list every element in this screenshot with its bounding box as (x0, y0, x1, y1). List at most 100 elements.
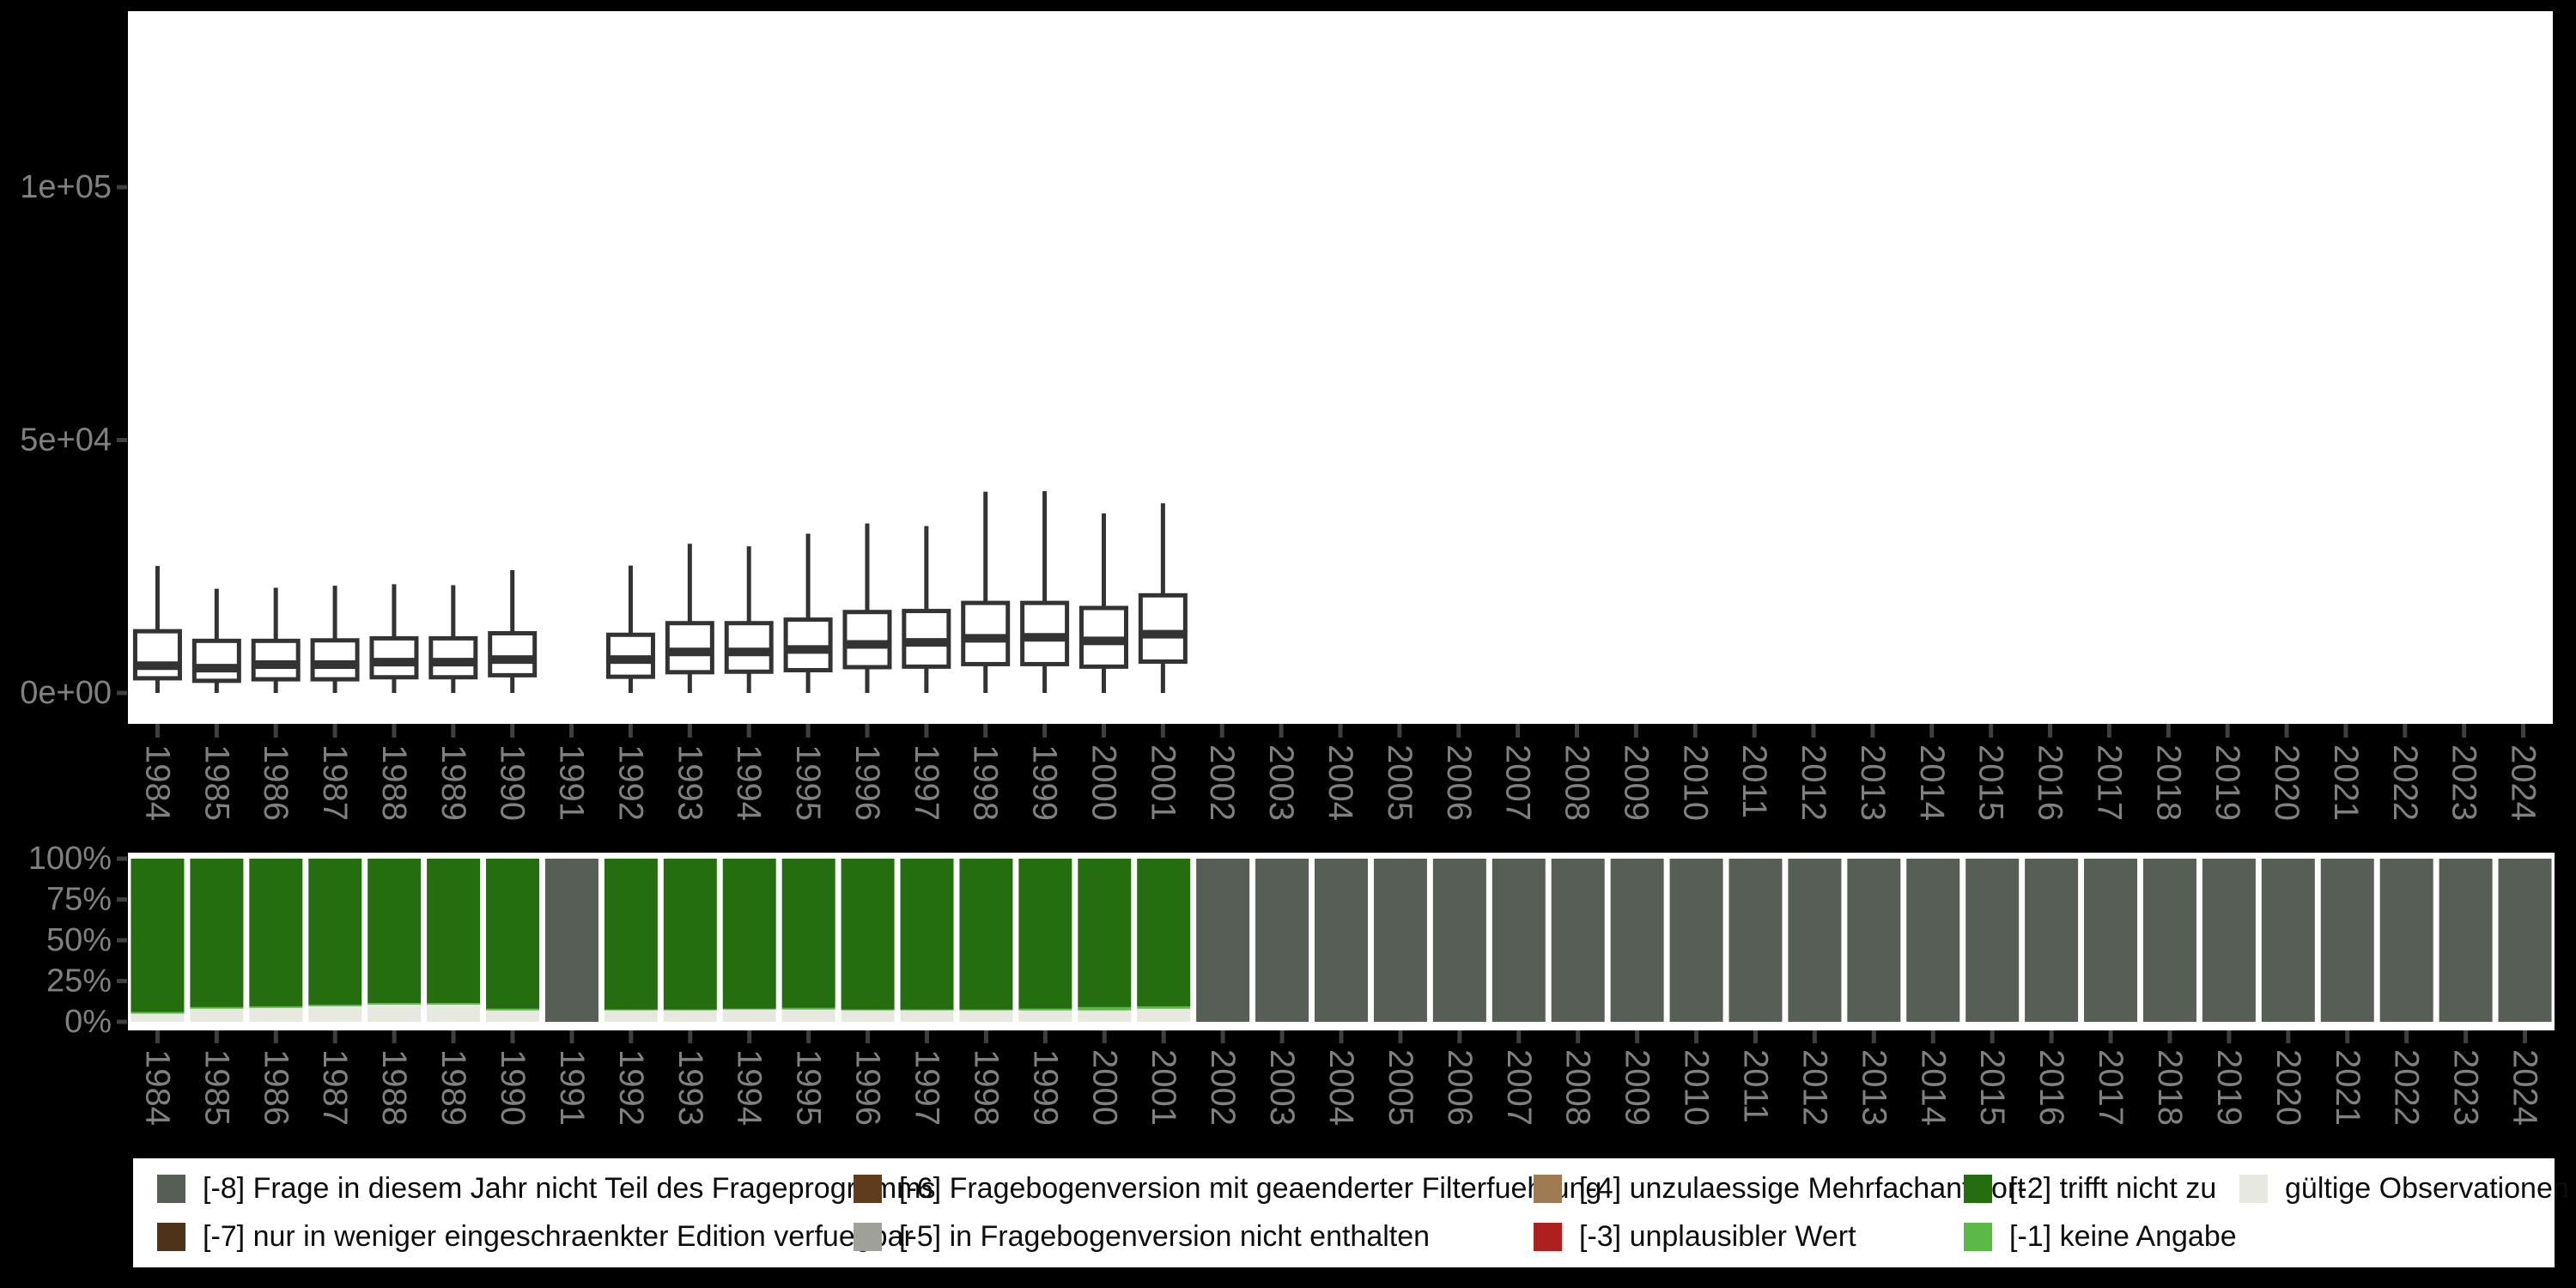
x-axis-year-label: 1991 (553, 744, 591, 821)
legend-swatch-na (1964, 1222, 1992, 1251)
x-axis-year-label: 2008 (1559, 1049, 1597, 1126)
bar-segment-notask-2018 (2142, 859, 2196, 1022)
x-axis-year-label: 1995 (790, 1049, 828, 1126)
bar-segment-notask-2008 (1551, 859, 1605, 1022)
legend-item: [-3] unplausibler Wert (1534, 1215, 1856, 1258)
bar-segment-na-2001 (1137, 1005, 1191, 1009)
legend-swatch-m4 (1534, 1174, 1562, 1203)
legend-swatch-m7 (157, 1222, 185, 1251)
x-axis-year-label: 2014 (1913, 744, 1951, 821)
x-axis-year-label: 1996 (849, 1049, 887, 1126)
x-axis-year-label: 2017 (2092, 1049, 2129, 1126)
bar-segment-notask-2004 (1315, 859, 1368, 1022)
x-axis-year-label: 1988 (375, 744, 413, 821)
x-axis-year-label: 1987 (316, 1049, 354, 1126)
legend-swatch-m6 (854, 1174, 882, 1203)
bar-segment-tnz-1990 (486, 859, 540, 1009)
bar-segment-tnz-1987 (308, 859, 362, 1005)
x-axis-year-label: 2015 (1973, 1049, 2011, 1126)
x-axis-year-label: 2017 (2090, 744, 2128, 821)
x-axis-year-label: 1995 (789, 744, 827, 821)
bar-segment-valid-1988 (368, 1005, 422, 1022)
bar-segment-notask-2016 (2025, 859, 2079, 1022)
x-axis-year-label: 1989 (434, 744, 472, 821)
bar-segment-notask-2002 (1196, 859, 1250, 1022)
bar-segment-valid-1999 (1018, 1010, 1072, 1022)
legend-item: [-7] nur in weniger eingeschraenkter Edi… (157, 1215, 914, 1258)
boxplot-box-1987 (310, 638, 360, 682)
bar-segment-na-1993 (663, 1009, 717, 1011)
x-axis-year-label: 1991 (553, 1049, 591, 1126)
y-axis-tick-label: 5e+04 (20, 422, 112, 459)
x-axis-year-label: 1992 (611, 744, 649, 821)
x-axis-year-label: 2024 (2506, 1049, 2544, 1126)
x-axis-year-label: 2020 (2269, 1049, 2307, 1126)
legend-swatch-valid (2239, 1174, 2268, 1203)
boxplot-box-1996 (842, 610, 892, 670)
x-axis-year-label: 1990 (494, 744, 532, 821)
bar-segment-notask-2015 (1965, 859, 2020, 1022)
legend-label: [-1] keine Angabe (2009, 1220, 2237, 1253)
x-axis-year-label: 1986 (257, 744, 295, 821)
legend-swatch-m5 (854, 1222, 882, 1251)
x-axis-year-label: 2018 (2151, 1049, 2189, 1126)
bar-segment-na-1988 (368, 1003, 422, 1005)
x-axis-year-label: 2021 (2329, 1049, 2366, 1126)
legend-label: gültige Observationen (2285, 1172, 2569, 1205)
legend-label: [-5] in Fragebogenversion nicht enthalte… (899, 1220, 1431, 1253)
bar-segment-tnz-1985 (190, 859, 244, 1007)
x-axis-year-label: 1996 (848, 744, 886, 821)
bar-segment-na-1986 (249, 1005, 303, 1008)
x-axis-year-label: 2016 (2032, 744, 2069, 821)
bar-segment-tnz-1997 (900, 859, 954, 1010)
bar-segment-valid-1992 (604, 1010, 658, 1022)
x-axis-year-label: 1988 (375, 1049, 413, 1126)
y-axis-tick-label: 0e+00 (20, 675, 112, 711)
bar-segment-tnz-1995 (781, 859, 835, 1008)
x-axis-year-label: 2010 (1676, 744, 1714, 821)
x-axis-year-label: 1984 (138, 1049, 176, 1126)
bar-segment-na-1999 (1018, 1008, 1072, 1011)
x-axis-year-label: 2019 (2208, 744, 2246, 821)
bar-segment-na-2000 (1078, 1006, 1132, 1011)
x-axis-year-label: 2001 (1144, 744, 1182, 821)
bar-segment-tnz-1988 (368, 859, 422, 1004)
bar-segment-notask-2009 (1610, 859, 1664, 1022)
x-axis-year-label: 2022 (2386, 744, 2424, 821)
y-axis-tick-label: 1e+05 (20, 169, 112, 205)
legend-item: [-2] trifft nicht zu (1964, 1167, 2216, 1210)
x-axis-year-label: 2006 (1441, 1049, 1479, 1126)
bar-segment-na-1994 (722, 1008, 776, 1010)
bar-segment-notask-2012 (1788, 859, 1842, 1022)
bar-segment-notask-2010 (1669, 859, 1723, 1022)
x-axis-year-label: 2004 (1322, 1049, 1360, 1126)
boxplot-box-1998 (961, 600, 1011, 666)
x-axis-year-label: 2002 (1203, 744, 1241, 821)
x-axis-year-label: 2011 (1736, 1049, 1774, 1123)
boxplot-box-1994 (724, 621, 774, 674)
bar-segment-na-1990 (486, 1008, 540, 1011)
bar-segment-notask-2022 (2379, 859, 2433, 1022)
percent-axis-tick-label: 75% (46, 882, 112, 918)
legend-item: [-8] Frage in diesem Jahr nicht Teil des… (157, 1167, 936, 1210)
x-axis-year-label: 1986 (257, 1049, 295, 1126)
bar-segment-tnz-1992 (604, 859, 658, 1010)
x-axis-year-label: 2005 (1381, 744, 1419, 821)
x-axis-year-label: 2019 (2210, 1049, 2248, 1126)
bar-segment-notask-2007 (1492, 859, 1546, 1022)
legend-item: gültige Observationen (2239, 1167, 2569, 1210)
bar-segment-na-1992 (604, 1009, 658, 1011)
x-axis-year-label: 1987 (316, 744, 354, 821)
x-axis-year-label: 1997 (908, 1049, 946, 1126)
bar-segment-tnz-1989 (427, 859, 481, 1004)
x-axis-year-label: 1989 (434, 1049, 472, 1126)
percent-axis-tick-label: 25% (46, 963, 112, 999)
bar-segment-valid-1986 (249, 1007, 303, 1022)
x-axis-year-label: 2021 (2327, 744, 2365, 821)
boxplot-box-1995 (783, 617, 833, 672)
bar-segment-tnz-1999 (1018, 859, 1072, 1009)
bar-segment-tnz-2000 (1078, 859, 1132, 1007)
bar-segment-notask-2003 (1255, 859, 1309, 1022)
